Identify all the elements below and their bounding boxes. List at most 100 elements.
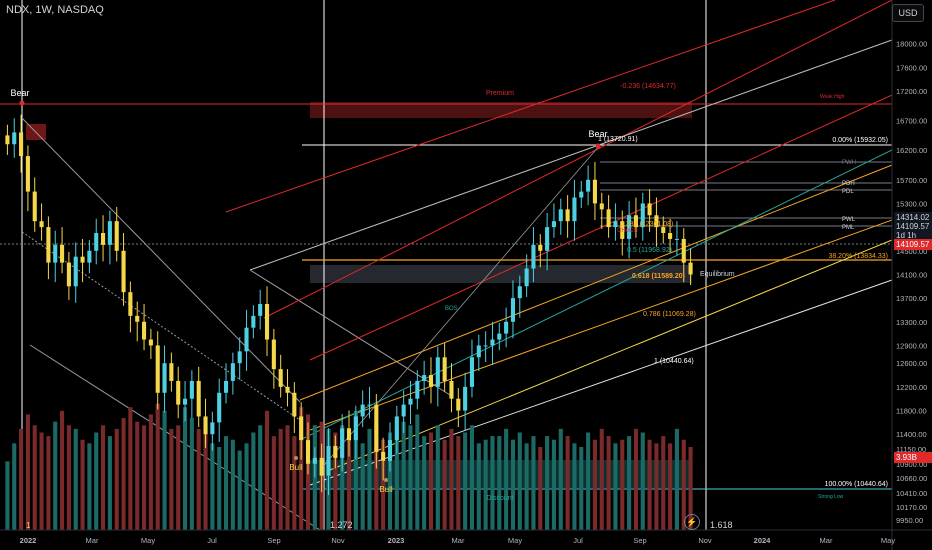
price-tick-label: 12600.00 — [896, 359, 927, 368]
volume-bar — [114, 428, 119, 530]
candle-body — [142, 321, 147, 340]
volume-bar — [531, 436, 536, 530]
label-bear-2023: Bear — [588, 129, 607, 139]
volume-bar — [121, 418, 126, 530]
volume-bar — [292, 436, 297, 530]
candle-body — [497, 333, 502, 340]
label-fib-0786: 0.786 (11069.28) — [643, 311, 696, 318]
price-tooltip: 14314.02 14109.57 1d 1h — [894, 212, 932, 242]
time-axis[interactable] — [0, 530, 892, 550]
bear-marker-2022 — [19, 100, 25, 106]
symbol-title: NDX, 1W, NASDAQ — [6, 4, 104, 16]
candle-body — [135, 315, 140, 322]
volume-bar — [558, 428, 563, 530]
candle-body — [476, 345, 481, 358]
candle-body — [381, 451, 386, 461]
volume-bar — [428, 432, 434, 530]
currency-button[interactable]: USD — [892, 4, 924, 22]
candle-body — [688, 262, 693, 275]
candle-body — [415, 380, 420, 399]
time-tick-label: Jul — [207, 536, 217, 545]
label-pdh: PDH — [842, 181, 855, 187]
volume-bar — [32, 425, 37, 530]
bull-marker-2 — [384, 478, 388, 482]
volume-bar — [408, 425, 413, 530]
candle-body — [517, 286, 522, 299]
volume-bar — [374, 425, 379, 530]
candle-body — [627, 215, 632, 239]
candle-body — [60, 244, 65, 263]
candle-body — [326, 446, 331, 476]
candle-body — [5, 135, 10, 145]
volume-bar — [251, 432, 256, 530]
price-tick-label: 18000.00 — [896, 40, 927, 49]
candle-body — [169, 363, 174, 381]
fan-teal — [299, 149, 893, 441]
volume-bar — [210, 443, 215, 530]
current-price-tag: 14109.57 — [894, 239, 932, 250]
label-fib-1-low: 1 (10440.64) — [654, 358, 694, 365]
candle-body — [333, 446, 338, 458]
time-tick-label: Mar — [86, 536, 99, 545]
label-fib-neg-0236: -0.236 (14634.77) — [620, 83, 676, 90]
channel-line-4 — [249, 269, 451, 396]
time-tick-label: May — [508, 536, 522, 545]
volume-bar — [449, 428, 454, 530]
fan-white-low — [309, 279, 893, 486]
volume-bar — [381, 439, 386, 530]
volume-bar — [73, 428, 78, 530]
volume-bar — [12, 443, 17, 530]
candle-body — [217, 392, 222, 423]
label-strong-low: Strong Low — [818, 494, 844, 500]
volume-bar — [565, 436, 570, 530]
price-tick-label: 15300.00 — [896, 199, 927, 208]
volume-bar — [169, 428, 174, 530]
price-tick-label: 11800.00 — [896, 407, 927, 416]
price-tick-label: 17600.00 — [896, 63, 927, 72]
volume-bar — [606, 436, 611, 530]
volume-bar — [87, 443, 92, 530]
candle-body — [210, 422, 215, 435]
candle-body — [538, 244, 543, 251]
candle-body — [285, 386, 290, 393]
volume-bar — [551, 439, 556, 530]
lightning-icon[interactable]: ⚡ — [684, 514, 700, 530]
candle-body — [545, 227, 550, 251]
volume-bar — [435, 425, 440, 530]
candle-body — [565, 209, 570, 222]
volume-bar — [415, 414, 420, 530]
label-fib-top: 1 (13720.91) — [598, 136, 638, 143]
price-tick-label: 10170.00 — [896, 503, 927, 512]
time-tick-label: Jul — [573, 536, 583, 545]
volume-bar — [640, 432, 645, 530]
bear-marker-2023 — [595, 143, 601, 149]
volume-bar — [483, 439, 488, 530]
candle-body — [374, 404, 379, 452]
candle-body — [258, 304, 263, 316]
volume-bar — [25, 414, 30, 530]
volume-bar — [223, 436, 229, 530]
fan-white-top — [249, 39, 893, 271]
candle-body — [613, 221, 618, 228]
volume-bar — [545, 436, 550, 530]
volume-bar — [182, 407, 188, 530]
channel-upper-2022 — [21, 117, 301, 403]
volume-bar — [401, 421, 406, 530]
channel-lower-2022 — [29, 344, 321, 531]
volume-bar — [176, 425, 181, 530]
candle-body — [654, 215, 659, 228]
volume-bar — [538, 446, 543, 530]
candle-body — [353, 416, 358, 441]
time-tick-label: May — [881, 536, 895, 545]
volume-bar — [613, 443, 618, 530]
price-tick-label: 11150.00 — [896, 445, 926, 454]
candle-body — [94, 233, 99, 251]
volume-bar — [196, 428, 201, 530]
candle-body — [490, 339, 495, 346]
candle-body — [278, 369, 283, 387]
fan-orange-2 — [309, 219, 893, 431]
candle-body — [251, 315, 256, 328]
volume-bar — [39, 432, 44, 530]
candle-body — [176, 380, 181, 405]
